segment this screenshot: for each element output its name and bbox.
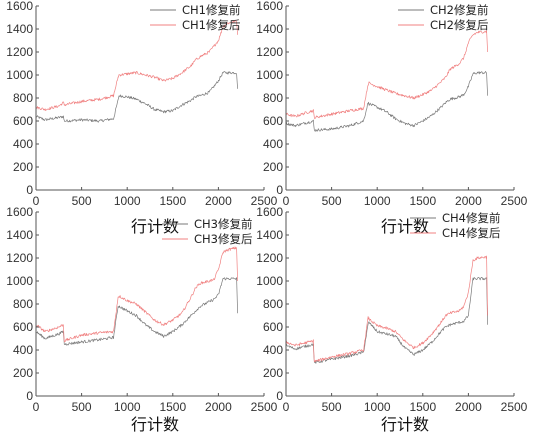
x-axis-label: 行计数 — [131, 415, 179, 434]
x-tick-label: 0 — [33, 400, 40, 414]
y-tick-label: 1600 — [6, 205, 33, 219]
y-tick-label: 200 — [263, 366, 283, 380]
x-tick-label: 2500 — [251, 400, 278, 414]
y-tick-label: 800 — [13, 297, 33, 311]
x-tick-label: 1000 — [364, 400, 391, 414]
y-tick-label: 800 — [263, 297, 283, 311]
y-tick-label: 0 — [276, 389, 283, 403]
y-tick-label: 1400 — [256, 22, 283, 36]
y-tick-label: 600 — [263, 114, 283, 128]
y-tick-label: 600 — [263, 320, 283, 334]
y-tick-label: 600 — [13, 320, 33, 334]
y-tick-label: 1200 — [6, 45, 33, 59]
series-line-ch2-after — [285, 30, 488, 120]
x-tick-label: 1500 — [159, 194, 186, 208]
x-tick-label: 2500 — [501, 194, 528, 208]
x-axis-label: 行计数 — [131, 217, 179, 236]
series-line-ch2-before — [285, 71, 488, 132]
y-tick-label: 0 — [26, 389, 33, 403]
x-tick-label: 1500 — [159, 400, 186, 414]
y-tick-label: 1200 — [6, 251, 33, 265]
series-line-ch1-after — [35, 19, 238, 112]
legend-label: CH4修复后 — [442, 226, 501, 240]
series-line-ch3-after — [35, 246, 238, 343]
series-line-ch4-before — [285, 277, 488, 364]
y-tick-label: 1600 — [256, 205, 283, 219]
x-tick-label: 500 — [72, 194, 92, 208]
x-axis-label: 行计数 — [381, 217, 429, 236]
x-tick-label: 500 — [322, 194, 342, 208]
x-tick-label: 500 — [322, 400, 342, 414]
x-tick-label: 0 — [283, 194, 290, 208]
x-tick-label: 500 — [72, 400, 92, 414]
y-tick-label: 800 — [263, 91, 283, 105]
x-tick-label: 2500 — [501, 400, 528, 414]
chart-panel-4: 0 200 400 600 800 1000 1200 1400 1600 0 500 1000 150… — [256, 205, 527, 434]
y-tick-label: 1000 — [6, 274, 33, 288]
legend-label: CH3修复前 — [194, 217, 253, 231]
y-tick-label: 0 — [276, 183, 283, 197]
y-tick-label: 1000 — [256, 274, 283, 288]
series-line-ch3-before — [35, 277, 238, 346]
series-line-ch4-after — [285, 255, 488, 362]
y-tick-label: 600 — [13, 114, 33, 128]
x-axis-label: 行计数 — [381, 415, 429, 434]
y-tick-label: 1000 — [6, 68, 33, 82]
x-tick-label: 2000 — [205, 400, 232, 414]
legend-label: CH3修复后 — [194, 232, 253, 246]
x-tick-label: 2000 — [205, 194, 232, 208]
chart-panel-3: 0 200 400 600 800 1000 1200 1400 1600 0 500 1000 150… — [6, 205, 277, 434]
y-tick-label: 800 — [13, 91, 33, 105]
legend-label: CH2修复前 — [430, 3, 489, 17]
x-tick-label: 1500 — [409, 194, 436, 208]
x-tick-label: 2000 — [455, 194, 482, 208]
y-tick-label: 400 — [263, 343, 283, 357]
series-line-ch1-before — [35, 71, 238, 123]
y-tick-label: 200 — [13, 160, 33, 174]
y-tick-label: 1600 — [256, 0, 283, 13]
y-tick-label: 1400 — [256, 228, 283, 242]
legend-label: CH2修复后 — [430, 18, 489, 32]
y-tick-label: 1200 — [256, 45, 283, 59]
x-tick-label: 2000 — [455, 400, 482, 414]
x-tick-label: 1500 — [409, 400, 436, 414]
y-tick-label: 200 — [263, 160, 283, 174]
x-tick-label: 1000 — [114, 194, 141, 208]
x-tick-label: 1000 — [364, 194, 391, 208]
legend-label: CH1修复后 — [182, 18, 241, 32]
y-tick-label: 1200 — [256, 251, 283, 265]
y-tick-label: 1000 — [256, 68, 283, 82]
y-tick-label: 200 — [13, 366, 33, 380]
legend-label: CH1修复前 — [182, 3, 241, 17]
y-tick-label: 400 — [13, 137, 33, 151]
y-tick-label: 0 — [26, 183, 33, 197]
x-tick-label: 0 — [283, 400, 290, 414]
x-tick-label: 2500 — [251, 194, 278, 208]
legend-label: CH4修复前 — [442, 211, 501, 225]
x-tick-label: 1000 — [114, 400, 141, 414]
y-tick-label: 400 — [13, 343, 33, 357]
y-tick-label: 1400 — [6, 228, 33, 242]
x-tick-label: 0 — [33, 194, 40, 208]
y-tick-label: 400 — [263, 137, 283, 151]
y-tick-label: 1400 — [6, 22, 33, 36]
y-tick-label: 1600 — [6, 0, 33, 13]
